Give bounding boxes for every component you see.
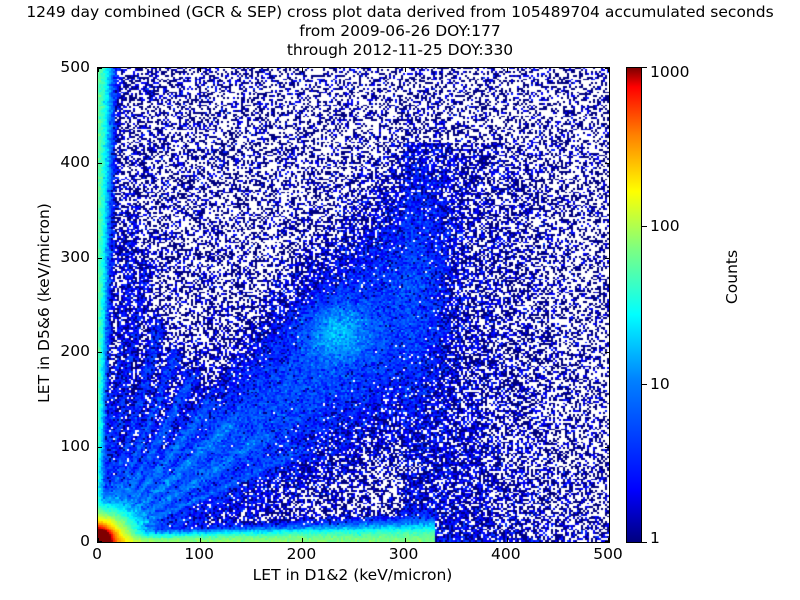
colorbar-tick-mark [642,384,647,386]
y-tick-mark [98,352,102,354]
colorbar-label: Counts [723,249,741,305]
y-tick-mark [605,162,609,164]
colorbar-tick-label: 1 [650,529,660,547]
y-tick-mark [98,162,102,164]
y-tick-mark [98,257,102,259]
x-tick-mark [200,538,202,542]
colorbar-tick-label: 10 [650,375,670,394]
plot-axes [97,67,610,543]
colorbar-tick-mark [642,542,647,543]
y-tick-label: 200 [60,342,90,361]
y-tick-mark [98,541,102,542]
y-tick-mark [605,541,609,542]
colorbar: 1 10 100 1000 [626,63,689,547]
plot-title-line-3: through 2012-11-25 DOY:330 [286,41,514,59]
y-tick-label: 100 [60,437,90,456]
x-tick-label: 100 [184,545,214,563]
heatmap-data-layer [98,68,609,542]
x-tick-mark [404,538,406,542]
x-tick-mark [98,68,99,72]
y-tick-mark [98,68,102,69]
x-axis-label: LET in D1&2 (keV/micron) [252,566,453,584]
colorbar-tick-label: 100 [650,216,680,235]
y-tick-mark [605,68,609,69]
x-tick-mark [506,538,508,542]
y-tick-mark [98,447,102,449]
y-tick-mark [605,352,609,354]
x-tick-label: 500 [593,545,623,563]
colorbar-gradient [626,67,642,543]
x-tick-mark [200,68,202,72]
y-tick-label: 500 [60,58,90,76]
plot-title-line-2: from 2009-06-26 DOY:177 [299,22,501,40]
y-tick-label: 0 [80,532,90,550]
x-tick-mark [404,68,406,72]
colorbar-tick-mark [642,67,647,68]
x-tick-mark [98,538,99,542]
plot-title-line-1: 1249 day combined (GCR & SEP) cross plot… [26,3,774,21]
x-tick-mark [302,68,304,72]
y-tick-mark [605,257,609,259]
x-tick-mark [302,538,304,542]
y-tick-label: 400 [60,152,90,171]
x-tick-mark [608,538,609,542]
x-tick-mark [608,68,609,72]
x-tick-label: 300 [388,545,419,563]
y-tick-mark [605,447,609,449]
colorbar-tick-label: 1000 [650,63,690,81]
y-tick-label: 300 [60,247,90,266]
x-tick-label: 400 [491,545,521,563]
y-axis-label: LET in D5&6 (keV/micron) [35,203,53,403]
x-tick-label: 0 [92,545,102,563]
x-tick-mark [506,68,508,72]
colorbar-tick-mark [642,225,647,227]
x-tick-label: 200 [286,545,317,563]
